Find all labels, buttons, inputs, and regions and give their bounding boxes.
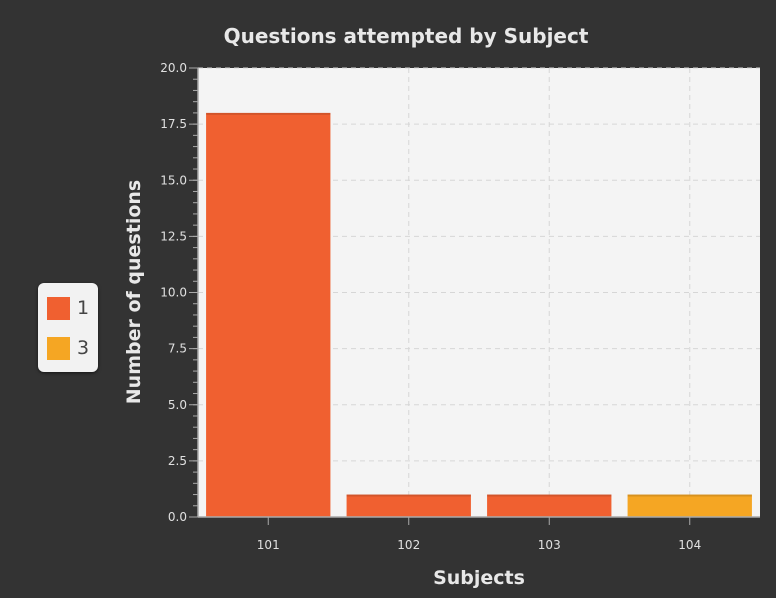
y-tick-label: 2.5 xyxy=(168,454,187,468)
bar-series-3-104 xyxy=(627,494,752,517)
legend: 1 3 xyxy=(38,283,98,372)
legend-swatch xyxy=(47,336,70,360)
bar-series-1-101 xyxy=(206,112,331,518)
y-tick-label: 7.5 xyxy=(168,342,187,356)
legend-label: 1 xyxy=(77,297,90,319)
chart-title: Questions attempted by Subject xyxy=(224,24,589,48)
x-tick-label: 101 xyxy=(257,538,280,552)
y-axis-title: Number of questions xyxy=(123,180,145,404)
bar-series-1-102 xyxy=(346,494,471,517)
legend-item-series-3: 3 xyxy=(47,336,89,360)
x-tick-label: 102 xyxy=(397,538,420,552)
y-tick-label: 17.5 xyxy=(160,117,187,131)
legend-item-series-1: 1 xyxy=(47,296,89,320)
y-tick-label: 5.0 xyxy=(168,398,187,412)
y-tick-label: 0.0 xyxy=(168,510,187,524)
x-axis: 101 102 103 104 xyxy=(257,517,701,552)
y-tick-label: 10.0 xyxy=(160,286,187,300)
x-tick-label: 103 xyxy=(538,538,561,552)
bar-series-1-103 xyxy=(487,494,612,517)
y-tick-label: 12.5 xyxy=(160,229,187,243)
x-axis-title: Subjects xyxy=(433,567,525,589)
x-tick-label: 104 xyxy=(678,538,701,552)
y-tick-label: 20.0 xyxy=(160,61,187,75)
y-axis: 0.0 2.5 5.0 7.5 10.0 12.5 15.0 17.5 20.0 xyxy=(160,61,198,524)
y-tick-label: 15.0 xyxy=(160,173,187,187)
bars xyxy=(206,112,752,518)
legend-label: 3 xyxy=(77,337,90,359)
legend-swatch xyxy=(47,296,70,320)
